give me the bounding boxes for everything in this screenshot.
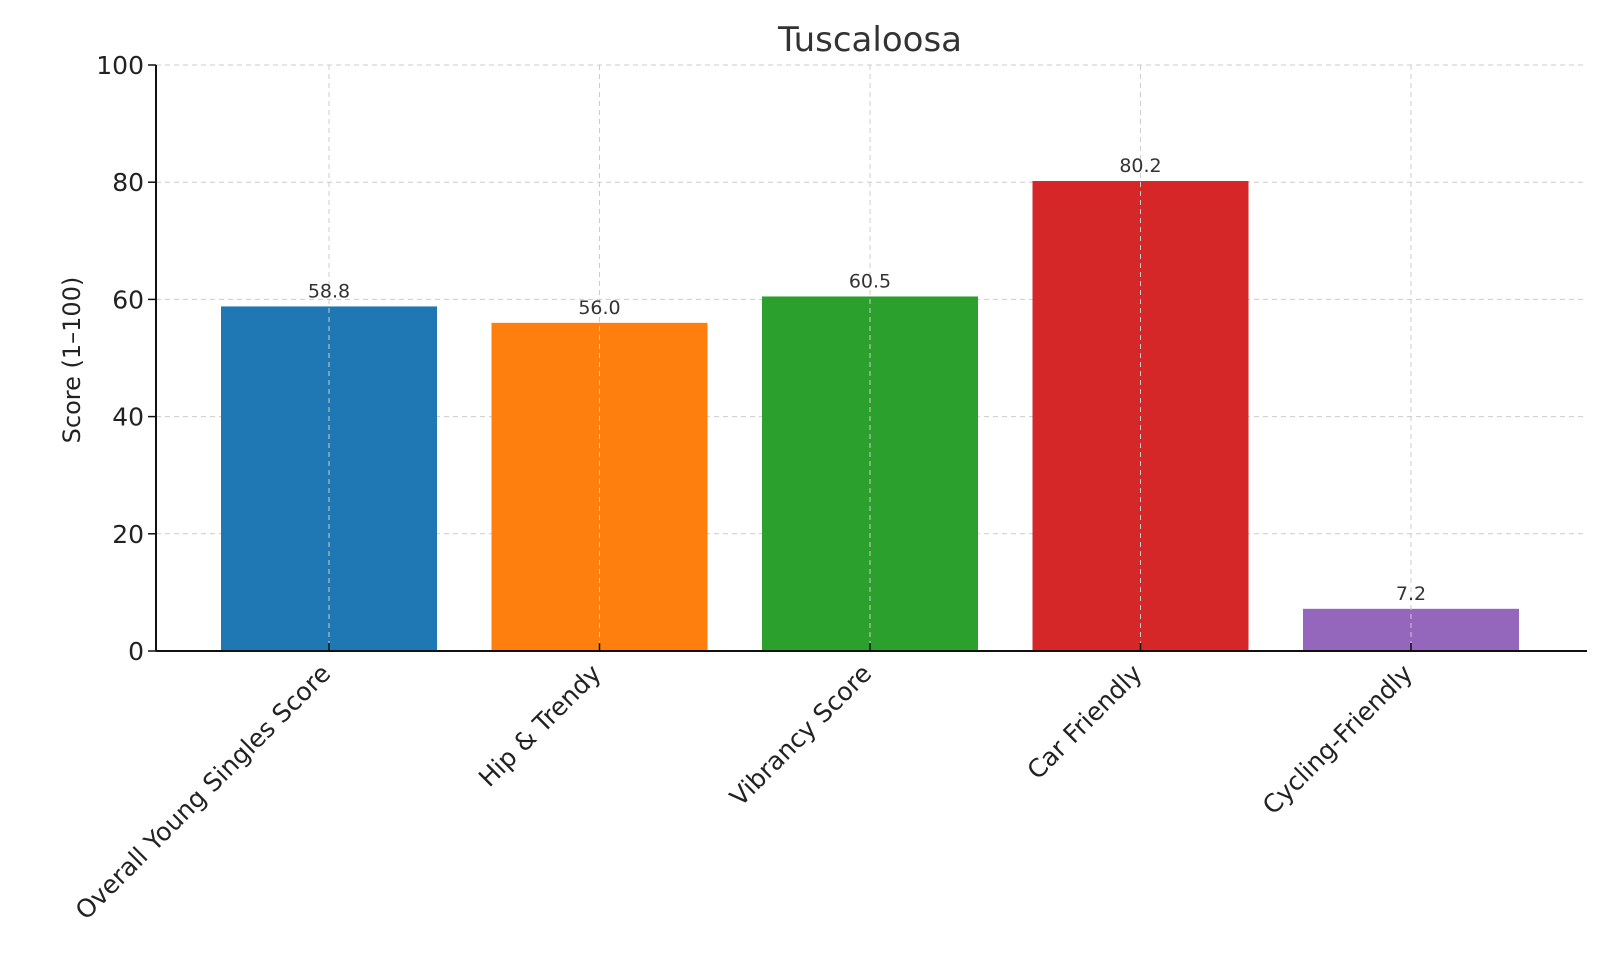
x-tick-label: Overall Young Singles Score <box>70 659 337 926</box>
x-tick-label: Hip & Trendy <box>473 659 607 793</box>
y-tick-label: 100 <box>96 51 144 80</box>
x-tick-label: Cycling-Friendly <box>1257 659 1419 821</box>
chart-title: Tuscaloosa <box>777 20 962 60</box>
x-tick-label: Car Friendly <box>1021 659 1147 785</box>
y-tick-label: 80 <box>112 168 144 197</box>
y-tick-label: 0 <box>128 637 144 666</box>
y-axis-label: Score (1–100) <box>58 277 86 444</box>
bar-value-label: 7.2 <box>1396 583 1426 605</box>
vertical-grid-layer <box>328 65 1412 651</box>
y-tick-label: 60 <box>112 285 144 314</box>
bar-value-label: 58.8 <box>308 280 350 302</box>
y-tick-label: 20 <box>112 520 144 549</box>
y-tick-label: 40 <box>112 403 144 432</box>
bar-value-label: 56.0 <box>578 297 620 319</box>
bar-value-label: 60.5 <box>849 270 891 292</box>
axis-layer <box>148 64 1587 652</box>
x-tick-label: Vibrancy Score <box>724 659 877 812</box>
bar-value-label: 80.2 <box>1119 155 1161 177</box>
